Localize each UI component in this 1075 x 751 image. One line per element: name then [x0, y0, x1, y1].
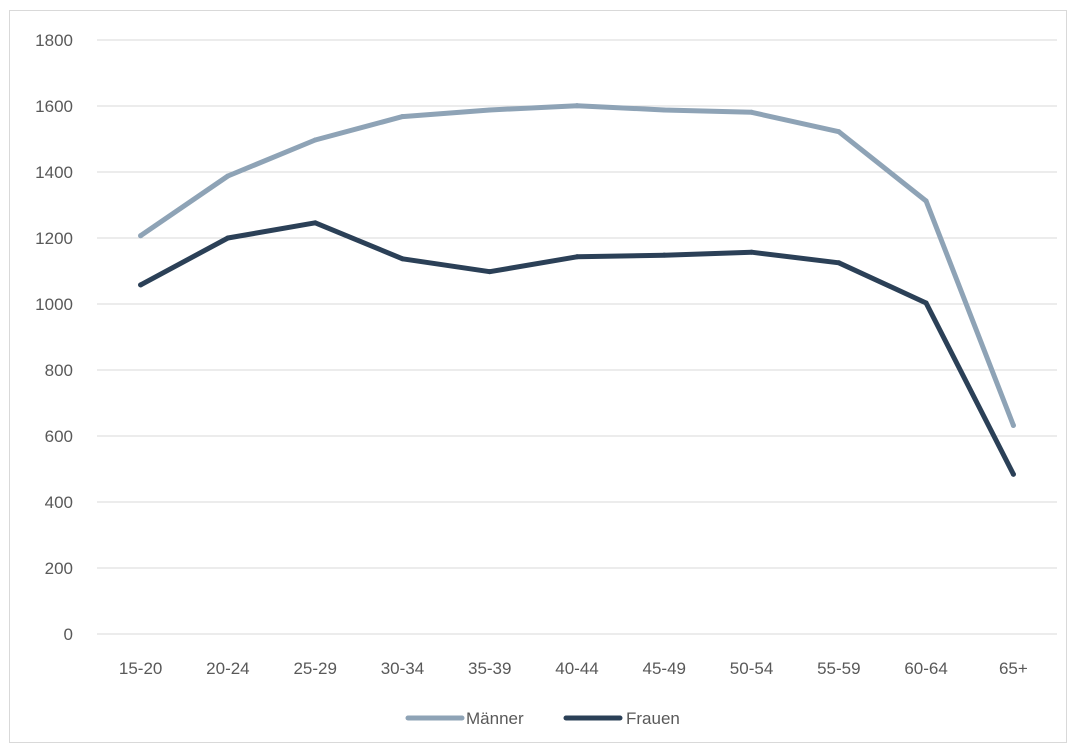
x-tick-label: 15-20	[119, 659, 162, 678]
data-point	[487, 107, 493, 113]
y-tick-label: 1200	[35, 229, 73, 248]
x-tick-label: 30-34	[381, 659, 424, 678]
data-point	[138, 282, 144, 288]
y-tick-label: 600	[45, 427, 73, 446]
y-axis-ticks: 0 200 400 600 800 1000 1200 1400 1600 1800	[35, 31, 73, 644]
data-point	[749, 249, 755, 255]
x-tick-label: 65+	[999, 659, 1028, 678]
x-tick-label: 45-49	[643, 659, 686, 678]
data-point	[399, 114, 405, 120]
data-point	[225, 173, 231, 179]
x-tick-label: 55-59	[817, 659, 860, 678]
y-tick-label: 1600	[35, 97, 73, 116]
legend: Männer Frauen	[405, 709, 680, 728]
data-point	[836, 129, 842, 135]
legend-label: Frauen	[626, 709, 680, 728]
series-line-maenner	[138, 103, 1016, 428]
data-point	[923, 198, 929, 204]
y-tick-label: 1000	[35, 295, 73, 314]
y-tick-label: 1400	[35, 163, 73, 182]
data-point	[574, 254, 580, 260]
data-point	[487, 269, 493, 275]
data-point	[661, 252, 667, 258]
gridlines	[97, 39, 1057, 635]
data-point	[1010, 422, 1016, 428]
y-tick-label: 0	[64, 625, 73, 644]
x-tick-label: 40-44	[555, 659, 598, 678]
data-point	[836, 260, 842, 266]
data-point	[225, 235, 231, 241]
data-point	[399, 256, 405, 262]
y-tick-label: 200	[45, 559, 73, 578]
y-tick-label: 800	[45, 361, 73, 380]
data-point	[312, 220, 318, 226]
data-point	[138, 233, 144, 239]
data-point	[749, 109, 755, 115]
x-tick-label: 25-29	[293, 659, 336, 678]
x-tick-label: 60-64	[904, 659, 947, 678]
chart-frame	[9, 10, 1067, 743]
x-tick-label: 20-24	[206, 659, 249, 678]
y-tick-label: 1800	[35, 31, 73, 50]
legend-label: Männer	[466, 709, 524, 728]
series-lines	[138, 103, 1016, 477]
y-tick-label: 400	[45, 493, 73, 512]
series-line-frauen	[138, 220, 1016, 477]
data-point	[312, 137, 318, 143]
x-tick-label: 35-39	[468, 659, 511, 678]
data-point	[661, 107, 667, 113]
x-tick-label: 50-54	[730, 659, 773, 678]
x-axis-ticks: 15-20 20-24 25-29 30-34 35-39 40-44 45-49 50-54…	[119, 659, 1028, 678]
data-point	[923, 300, 929, 306]
data-point	[574, 103, 580, 109]
data-point	[1010, 471, 1016, 477]
